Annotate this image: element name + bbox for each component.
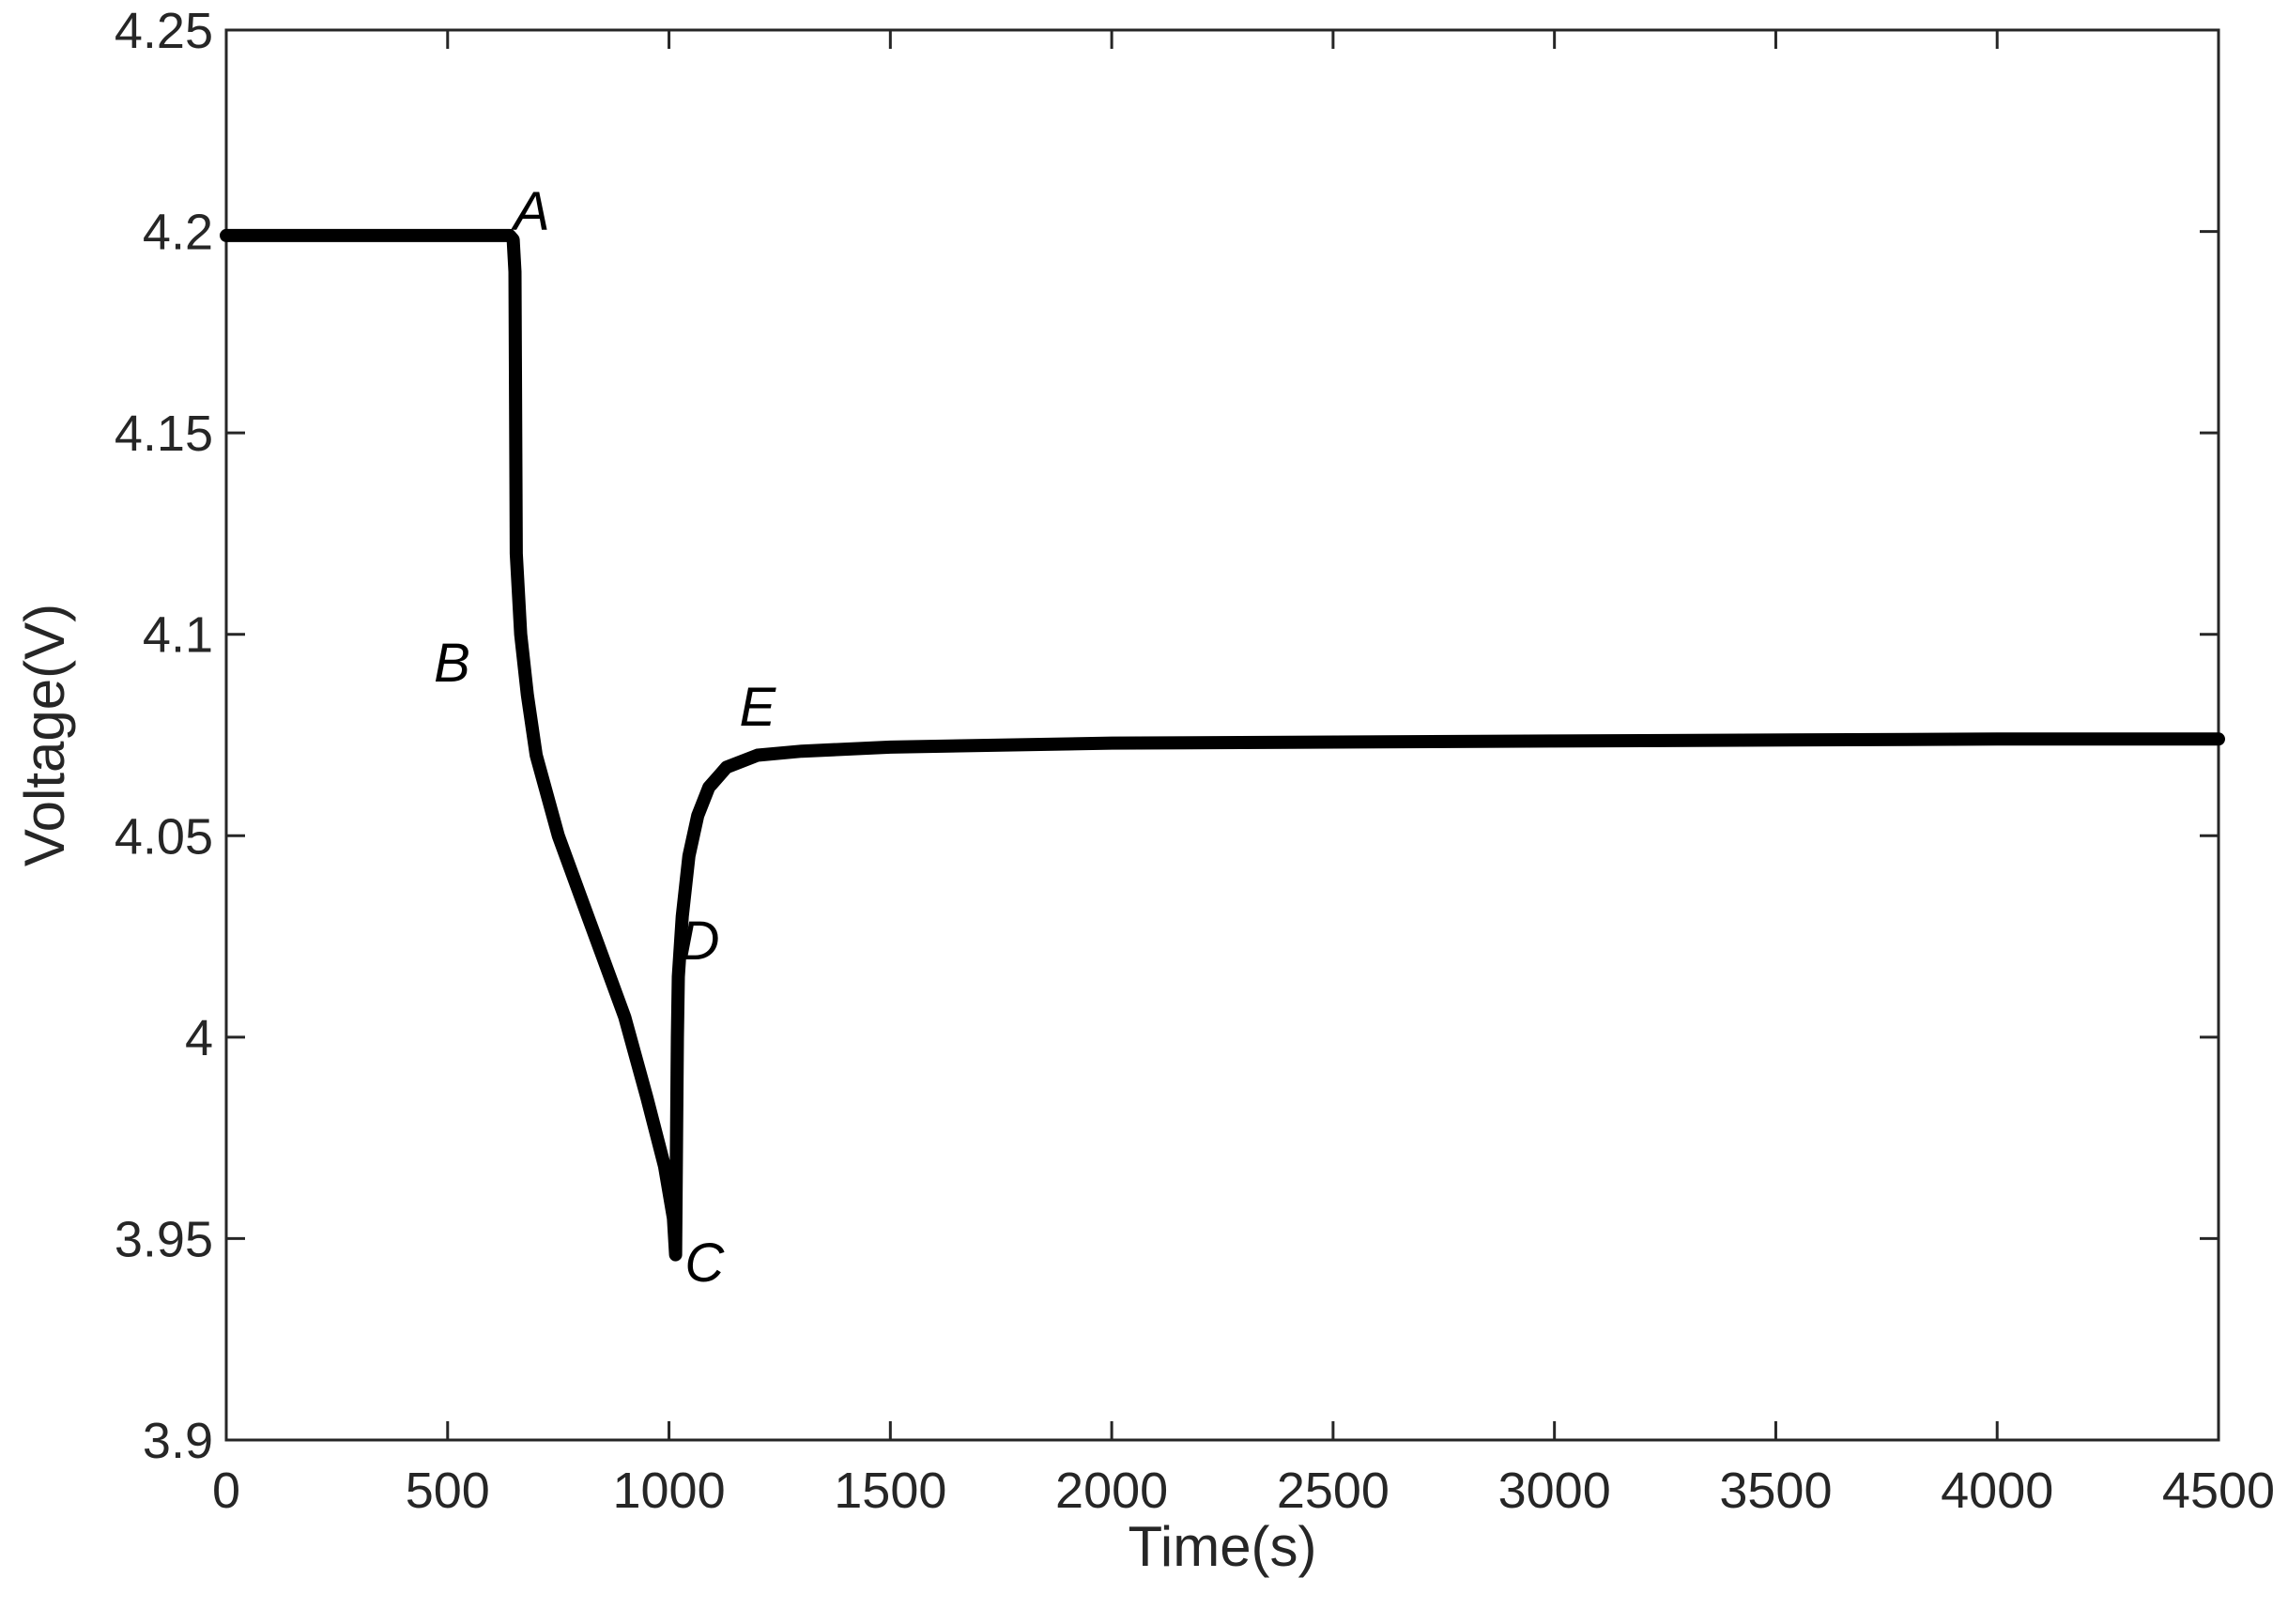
y-tick-label: 4.25 xyxy=(115,3,213,59)
x-axis-label: Time(s) xyxy=(1128,1515,1316,1578)
x-tick-label: 500 xyxy=(406,1463,490,1519)
x-tick-label: 2500 xyxy=(1277,1463,1390,1519)
y-tick-label: 3.95 xyxy=(115,1211,213,1267)
y-axis: 3.9 3.95 4 4.05 4.1 4.15 4.2 4.25 xyxy=(115,3,2219,1469)
y-tick-label: 4 xyxy=(185,1010,213,1066)
y-tick-label: 4.05 xyxy=(115,808,213,865)
y-axis-label: Voltage(V) xyxy=(13,604,76,866)
x-tick-label: 4500 xyxy=(2162,1463,2275,1519)
annotation-group: A B C D E xyxy=(434,181,776,1294)
y-tick-label: 4.2 xyxy=(143,205,213,261)
y-tick-label: 4.1 xyxy=(143,607,213,664)
x-tick-label: 2000 xyxy=(1055,1463,1168,1519)
y-tick-label: 4.15 xyxy=(115,406,213,462)
x-tick-label: 3500 xyxy=(1719,1463,1832,1519)
y-tick-label: 3.9 xyxy=(143,1413,213,1469)
x-tick-label: 0 xyxy=(212,1463,240,1519)
annotation-label-b: B xyxy=(434,633,470,694)
x-tick-label: 3000 xyxy=(1498,1463,1611,1519)
annotation-label-a: A xyxy=(511,181,550,242)
x-tick-label: 1500 xyxy=(834,1463,946,1519)
series-group xyxy=(220,228,2225,1262)
annotation-label-d: D xyxy=(681,911,720,972)
annotation-label-c: C xyxy=(684,1233,725,1294)
annotation-label-e: E xyxy=(740,677,777,738)
x-axis: 0 500 1000 1500 2000 2500 3000 3500 4000 4500 xyxy=(212,30,2275,1519)
series-line xyxy=(220,228,2225,1262)
x-tick-label: 4000 xyxy=(1941,1463,2053,1519)
x-tick-label: 1000 xyxy=(612,1463,725,1519)
